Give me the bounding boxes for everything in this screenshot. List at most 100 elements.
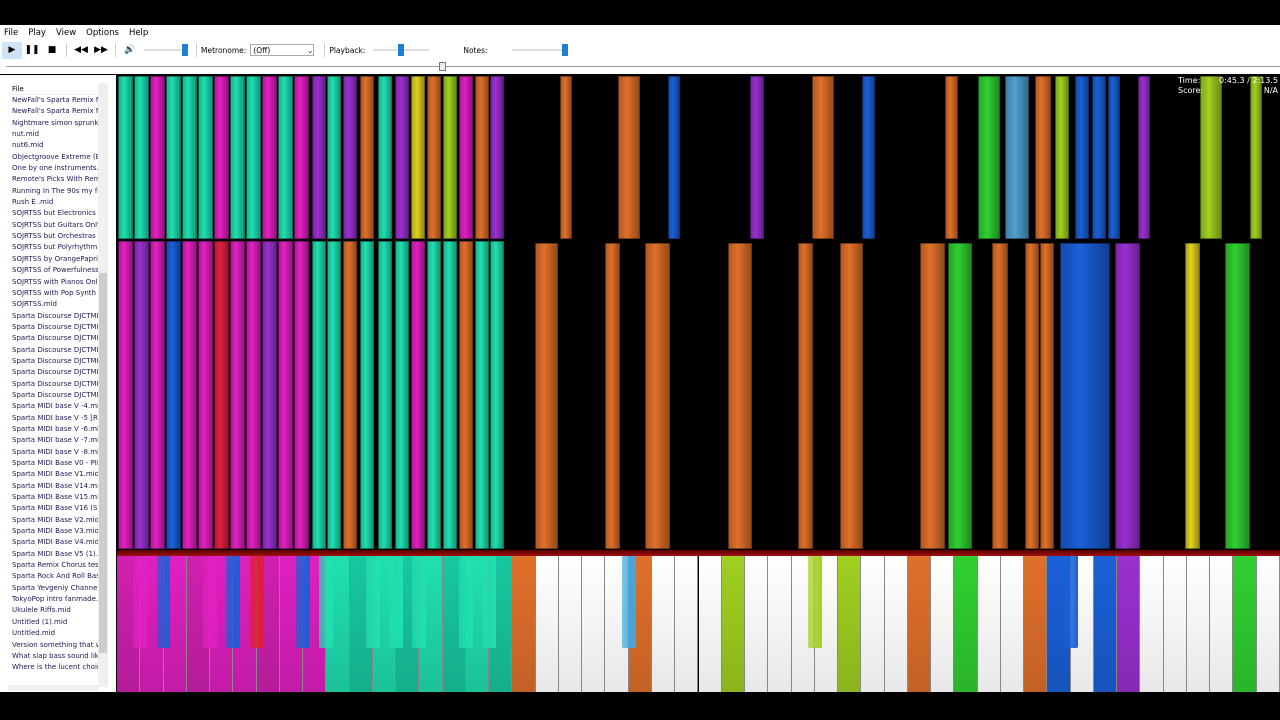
black-key[interactable] xyxy=(1017,556,1031,648)
file-list-item[interactable]: SOJRTSS by OrangePaprik xyxy=(12,254,98,263)
white-key[interactable] xyxy=(884,556,908,692)
black-key[interactable] xyxy=(365,556,380,648)
black-key[interactable] xyxy=(226,556,241,648)
white-key[interactable] xyxy=(745,556,769,692)
file-list-item[interactable]: SOJRTSS.mid xyxy=(12,300,57,309)
menu-options[interactable]: Options xyxy=(86,28,119,38)
file-list-item[interactable]: Sparta MIDI Base V1.mid xyxy=(12,470,98,479)
white-key[interactable] xyxy=(1210,556,1234,692)
black-key[interactable] xyxy=(1227,556,1241,648)
file-list-item[interactable]: nut6.mid xyxy=(12,141,44,150)
black-key[interactable] xyxy=(715,556,729,648)
file-list-item[interactable]: Sparta MIDI Base V0 - PILC xyxy=(12,459,98,467)
file-list-item[interactable]: nut.mid xyxy=(12,130,40,139)
file-list-item[interactable]: Sparta Remix Chorus test. xyxy=(12,561,98,570)
black-key[interactable] xyxy=(552,556,566,648)
black-key[interactable] xyxy=(296,556,311,648)
white-key[interactable] xyxy=(1256,556,1280,692)
file-list-item[interactable]: SOJRTSS but Polyrhythm.r xyxy=(12,243,98,252)
black-key[interactable] xyxy=(529,556,543,648)
menu-play[interactable]: Play xyxy=(28,28,46,38)
file-list-item[interactable]: Sparta Rock And Roll Base xyxy=(12,572,98,581)
file-list-item[interactable]: Untitled.mid xyxy=(12,629,56,638)
file-list-item[interactable]: Sparta MIDI base V -5 [Re xyxy=(12,413,98,422)
black-key[interactable] xyxy=(575,556,589,648)
file-list-item[interactable]: Sparta MIDI Base V14.mid xyxy=(12,481,98,490)
black-key[interactable] xyxy=(1180,556,1194,648)
white-key[interactable] xyxy=(651,556,676,692)
black-key[interactable] xyxy=(621,556,636,648)
menu-help[interactable]: Help xyxy=(128,28,149,38)
black-key[interactable] xyxy=(1063,556,1078,648)
white-key[interactable] xyxy=(861,556,885,692)
file-list-item[interactable]: Sparta MIDI Base V16 (SH xyxy=(12,504,98,513)
black-key[interactable] xyxy=(878,556,892,648)
black-key[interactable] xyxy=(412,556,427,648)
black-key[interactable] xyxy=(1110,556,1124,648)
file-list-item[interactable]: Objectgroove Extreme (BF xyxy=(12,152,98,161)
pause-icon[interactable]: ❚❚ xyxy=(24,45,40,55)
file-list-item[interactable]: SOJRTSS but Guitars Only xyxy=(12,220,98,229)
file-list-item[interactable]: Sparta MIDI Base V3.mid xyxy=(12,527,98,536)
seek-bar[interactable] xyxy=(0,59,1280,74)
black-key[interactable] xyxy=(807,556,822,648)
black-key[interactable] xyxy=(1040,556,1054,648)
white-key[interactable] xyxy=(558,556,583,692)
black-key[interactable] xyxy=(1203,556,1217,648)
white-key[interactable] xyxy=(1140,556,1164,692)
white-key[interactable] xyxy=(698,556,722,692)
black-key[interactable] xyxy=(389,556,404,648)
file-list-item[interactable]: Sparta Discourse DJCTME I xyxy=(12,390,98,399)
file-list-item[interactable]: Sparta MIDI base V -4.mid xyxy=(12,402,98,411)
white-key[interactable] xyxy=(1233,556,1257,692)
black-key[interactable] xyxy=(854,556,868,648)
black-key[interactable] xyxy=(785,556,799,648)
black-key[interactable] xyxy=(482,556,497,648)
file-list-item[interactable]: Sparta Yevgeniy Channel L xyxy=(12,583,98,592)
black-key[interactable] xyxy=(901,556,915,648)
white-key[interactable] xyxy=(768,556,792,692)
file-list-item[interactable]: What slap bass sound like. xyxy=(12,651,98,660)
black-key[interactable] xyxy=(947,556,961,648)
black-key[interactable] xyxy=(1133,556,1147,648)
white-key[interactable] xyxy=(1024,556,1048,692)
file-list-item[interactable]: Sparta Discourse DJCTME I xyxy=(12,334,98,343)
white-key[interactable] xyxy=(838,556,862,692)
file-list-item[interactable]: Sparta Discourse DJCTME I xyxy=(12,356,98,365)
file-list-item[interactable]: SOJRTSS with Pop Synth a xyxy=(12,288,98,297)
file-list-item[interactable]: SOJRTSS with Pianos Only xyxy=(12,277,98,286)
file-list-item[interactable]: SOJRTSS but Electronics O xyxy=(12,209,98,218)
white-key[interactable] xyxy=(535,556,559,692)
black-key[interactable] xyxy=(319,556,334,648)
black-key[interactable] xyxy=(156,556,171,648)
file-list-item[interactable]: One by one instruments.m xyxy=(12,164,98,173)
white-key[interactable] xyxy=(582,556,606,692)
file-list-item[interactable]: Sparta Discourse DJCTME I xyxy=(12,322,98,331)
file-list-item[interactable]: Sparta MIDI base V -7.mid xyxy=(12,436,98,445)
black-key[interactable] xyxy=(738,556,752,648)
file-list-item[interactable]: Ukulele Riffs.mid xyxy=(12,606,71,615)
file-list-item[interactable]: Sparta MIDI Base V5 (1).m xyxy=(12,549,98,558)
white-key[interactable] xyxy=(1186,556,1211,692)
black-key[interactable] xyxy=(971,556,985,648)
file-list-item[interactable]: Sparta Discourse DJCTME I xyxy=(12,311,98,320)
file-list-item[interactable]: Sparta MIDI Base V2.mid xyxy=(12,515,98,524)
vertical-scrollbar[interactable] xyxy=(98,83,108,687)
white-key[interactable] xyxy=(931,556,955,692)
white-key[interactable] xyxy=(1093,556,1118,692)
white-key[interactable] xyxy=(1117,556,1141,692)
white-key[interactable] xyxy=(907,556,932,692)
file-list-item[interactable]: Sparta MIDI base V -6.mid xyxy=(12,424,98,433)
volume-slider[interactable] xyxy=(144,43,188,57)
black-key[interactable] xyxy=(458,556,473,648)
seek-thumb[interactable] xyxy=(439,62,447,71)
fast-forward-icon[interactable]: ▶▶ xyxy=(94,45,108,55)
file-list-item[interactable]: Sparta MIDI Base V15.mid xyxy=(12,493,98,502)
file-list-item[interactable]: TokyoPop intro fanmade.m xyxy=(12,595,98,604)
black-key[interactable] xyxy=(645,556,659,648)
file-list-item[interactable]: Sparta Discourse DJCTME I xyxy=(12,345,98,354)
file-list-item[interactable]: Where is the lucent choir ir xyxy=(12,663,98,672)
file-list-item[interactable]: Running In The 90s my fav xyxy=(12,186,98,195)
file-list-item[interactable]: Remote's Picks With Remot xyxy=(12,175,98,184)
volume-icon[interactable]: 🔊 xyxy=(124,45,136,55)
